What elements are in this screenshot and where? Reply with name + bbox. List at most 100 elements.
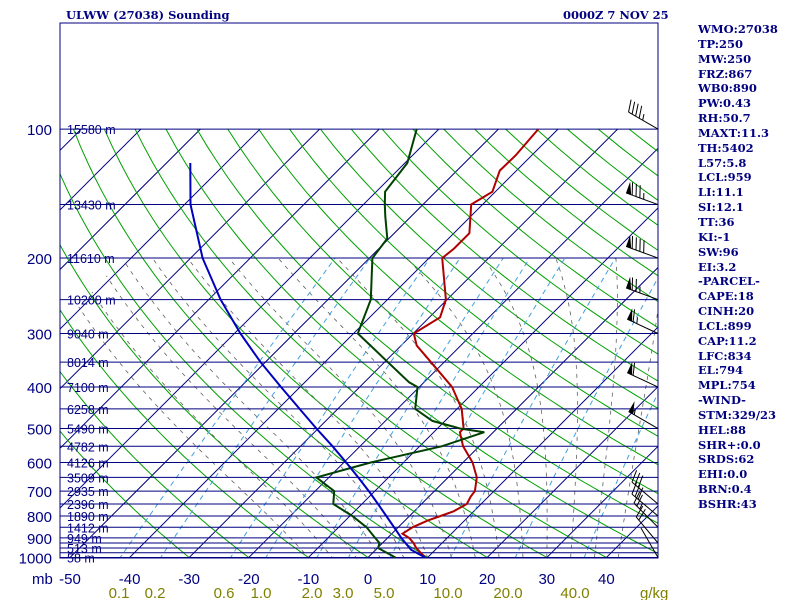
wind-barb-flag bbox=[632, 309, 636, 322]
wind-barb-flag bbox=[632, 362, 636, 376]
wind-barb-flag bbox=[631, 101, 636, 115]
wind-barb-staff bbox=[635, 516, 659, 544]
wind-barb-staff bbox=[631, 481, 659, 505]
pressure-tick-label: 300 bbox=[27, 326, 52, 343]
index-line: BSHR:43 bbox=[698, 497, 757, 511]
isotherm-line bbox=[485, 385, 658, 558]
isotherm-line bbox=[0, 129, 22, 566]
mixing-ratio-label: 0.2 bbox=[145, 585, 166, 600]
dewpoint-profile-line bbox=[314, 128, 485, 558]
mixing-ratio-line bbox=[514, 276, 658, 558]
mixing-ratio-line bbox=[583, 391, 658, 558]
isotherm-line bbox=[60, 128, 142, 211]
moist-adiabat-line bbox=[124, 262, 381, 558]
mixing-ratio-label: 20.0 bbox=[493, 585, 522, 600]
height-label: 15580 m bbox=[67, 123, 116, 137]
index-line: MAXT:11.3 bbox=[698, 125, 769, 140]
temperature-tick-label: 10 bbox=[419, 571, 436, 588]
index-line: BRN:0.4 bbox=[698, 482, 752, 497]
height-label: 6258 m bbox=[67, 403, 109, 417]
pressure-tick-label: 800 bbox=[27, 509, 52, 526]
temperature-tick-label: -40 bbox=[119, 571, 141, 588]
isotherm-line bbox=[128, 128, 559, 558]
isotherm-line bbox=[366, 266, 658, 558]
dry-adiabat-line bbox=[60, 309, 310, 558]
wind-barb-staff bbox=[628, 411, 659, 429]
height-label: 13430 m bbox=[67, 199, 116, 213]
temperature-tick-label: -50 bbox=[59, 571, 81, 588]
height-label: 1890 m bbox=[67, 510, 109, 524]
wind-barb bbox=[625, 235, 659, 259]
mixing-ratio-label: 0.1 bbox=[109, 585, 130, 600]
height-label: 58 m bbox=[67, 552, 95, 566]
moist-adiabat-line bbox=[228, 257, 452, 558]
mixing-ratio-line bbox=[347, 257, 531, 558]
wind-barbs bbox=[625, 99, 659, 558]
dry-adiabat-line bbox=[60, 172, 430, 558]
wind-barb-flag bbox=[638, 509, 646, 521]
mixing-ratio-label: 40.0 bbox=[560, 585, 589, 600]
wind-barb-flag bbox=[635, 103, 639, 117]
temperature-tick-label: -30 bbox=[178, 571, 200, 588]
height-label: 949 m bbox=[67, 532, 102, 546]
index-line: WB0:890 bbox=[698, 81, 757, 96]
pressure-tick-label: 700 bbox=[27, 484, 52, 501]
mixing-ratio-label: 2.0 bbox=[302, 585, 323, 600]
wind-barb bbox=[635, 505, 659, 544]
mixing-ratio-label: 1.0 bbox=[251, 585, 272, 600]
wind-barb-flag bbox=[634, 484, 641, 497]
wind-barb-half-flag bbox=[642, 113, 645, 121]
moist-adiabat-line bbox=[152, 257, 405, 558]
isotherm-line bbox=[60, 128, 320, 390]
wind-barb-flag bbox=[631, 470, 638, 483]
chart-title: ULWW (27038) Sounding bbox=[66, 8, 230, 22]
index-line: LFC:834 bbox=[698, 348, 752, 363]
wind-barb bbox=[625, 276, 659, 301]
index-line: LCL:899 bbox=[698, 318, 752, 333]
wind-barb-pennant bbox=[626, 276, 632, 290]
index-line: MPL:754 bbox=[698, 378, 756, 393]
dry-adiabat-line bbox=[60, 370, 251, 558]
plot-frame bbox=[59, 22, 659, 559]
index-line: CAP:11.2 bbox=[698, 333, 757, 348]
index-line: L57:5.8 bbox=[698, 155, 747, 170]
wind-barb-half-flag bbox=[633, 408, 636, 415]
temperature-profile-line bbox=[400, 128, 540, 558]
wind-barb bbox=[626, 308, 659, 334]
wind-barb-pennant bbox=[627, 361, 633, 375]
pressure-tick-label: 100 bbox=[27, 122, 52, 139]
mixing-ratio-label: 5.0 bbox=[374, 585, 395, 600]
mixing-ratio-unit-label: g/kg bbox=[640, 585, 668, 600]
height-label: 2396 m bbox=[67, 498, 109, 512]
isotherm-line bbox=[187, 128, 618, 558]
height-label: 513 m bbox=[67, 542, 102, 556]
mixing-ratio-label: 10.0 bbox=[433, 585, 462, 600]
indices-panel: WMO:27038 TP:250 MW:250 FRZ:867 WB0:890 PW:0.… bbox=[698, 22, 798, 512]
index-line: SI:12.1 bbox=[698, 200, 744, 215]
index-line: FRZ:867 bbox=[698, 66, 753, 81]
pressure-tick-label: 400 bbox=[27, 380, 52, 397]
index-line: WMO:27038 bbox=[698, 22, 778, 36]
height-label: 7100 m bbox=[67, 381, 109, 395]
moist-adiabat-line bbox=[555, 257, 578, 558]
index-line: TP:250 bbox=[698, 36, 744, 51]
wind-barb bbox=[626, 361, 659, 388]
temperature-tick-label: 0 bbox=[364, 571, 372, 588]
mixing-ratio-line bbox=[449, 257, 616, 558]
dry-adiabat-line bbox=[196, 128, 658, 524]
index-line: -WIND- bbox=[698, 393, 746, 408]
height-label: 4126 m bbox=[67, 456, 109, 470]
temperature-tick-label: -20 bbox=[238, 571, 260, 588]
wind-barb-flag bbox=[638, 105, 643, 119]
moist-adiabat-line bbox=[594, 258, 618, 558]
index-line: EL:794 bbox=[698, 363, 744, 378]
index-line: SHR+:0.0 bbox=[698, 437, 761, 452]
wind-barb bbox=[628, 401, 659, 429]
dry-adiabat-line bbox=[289, 128, 658, 437]
height-label: 10200 m bbox=[67, 294, 116, 308]
wind-barb-staff bbox=[626, 318, 659, 334]
wind-barb-flag bbox=[637, 487, 644, 500]
wind-barb-pennant bbox=[627, 308, 633, 322]
index-line: HEL:88 bbox=[698, 422, 746, 437]
wind-barb-half-flag bbox=[636, 317, 639, 324]
